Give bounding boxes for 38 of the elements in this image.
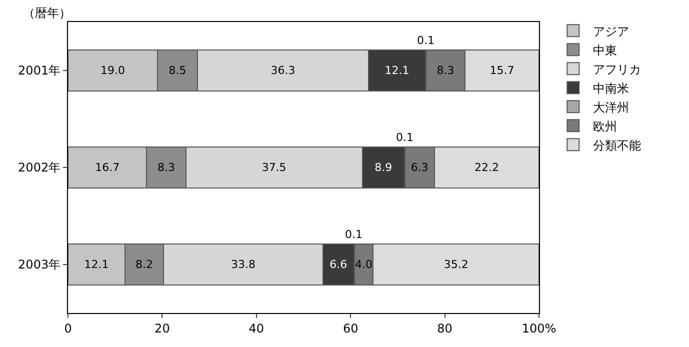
- legend-label: 欧州: [593, 119, 618, 134]
- data-label: 8.5: [168, 64, 186, 77]
- x-tick-label: 0: [64, 321, 72, 336]
- data-label: 22.2: [474, 161, 499, 174]
- data-label: 4.0: [355, 258, 373, 271]
- data-label: 8.9: [374, 161, 392, 174]
- data-label: 12.1: [84, 258, 109, 271]
- data-label: 8.3: [157, 161, 175, 174]
- y-axis-title: （暦年）: [23, 6, 71, 20]
- legend-label: 大洋州: [593, 100, 630, 114]
- y-tick-label: 2001年: [18, 64, 61, 78]
- x-tick-label: 100%: [522, 321, 556, 336]
- x-tick-label: 80: [437, 321, 452, 336]
- y-tick-label: 2003年: [18, 258, 61, 272]
- legend-label: 中東: [593, 43, 618, 58]
- data-label: 19.0: [100, 64, 125, 77]
- x-tick-label: 60: [342, 321, 358, 336]
- data-label: 36.3: [270, 64, 296, 77]
- data-label: 37.5: [262, 161, 286, 174]
- data-label: 8.2: [136, 258, 154, 271]
- legend-label: 中南米: [593, 81, 630, 96]
- x-tick-label: 20: [154, 321, 170, 336]
- data-label: 15.7: [490, 64, 514, 77]
- data-label: 0.1: [345, 228, 362, 241]
- legend-label: アフリカ: [593, 62, 642, 76]
- data-label: 0.1: [417, 34, 434, 47]
- data-label: 0.1: [396, 131, 414, 144]
- y-tick-label: 2002年: [18, 160, 61, 175]
- data-label: 16.7: [95, 161, 120, 174]
- x-tick-label: 40: [248, 321, 264, 336]
- data-label: 35.2: [444, 258, 468, 271]
- data-label: 8.3: [436, 64, 454, 77]
- data-label: 33.8: [230, 258, 256, 271]
- legend-label: アジア: [593, 24, 630, 38]
- legend-label: 分類不能: [593, 138, 642, 152]
- data-label: 6.3: [410, 161, 428, 174]
- data-label: 6.6: [330, 258, 348, 271]
- data-label: 12.1: [384, 64, 410, 77]
